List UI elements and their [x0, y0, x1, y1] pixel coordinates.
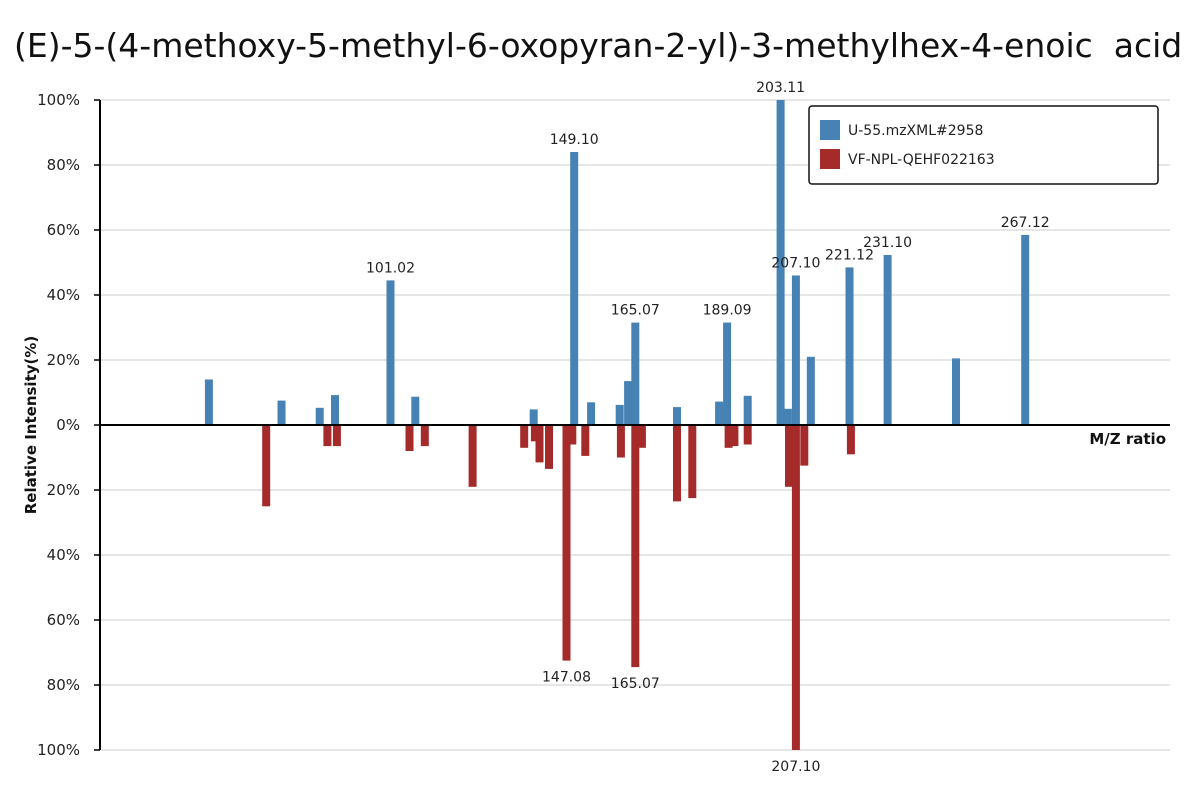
peak-bar-top	[411, 396, 420, 425]
peak-bar-top	[952, 358, 960, 425]
peak-bar-top	[624, 381, 633, 425]
peak-bar-bottom	[581, 425, 590, 456]
peak-bar-top	[331, 395, 339, 425]
peak-label: 189.09	[703, 303, 752, 319]
x-axis-label: M/Z ratio	[1089, 430, 1166, 448]
peak-bar-bottom	[743, 425, 752, 445]
peak-bar-bottom	[568, 425, 577, 445]
peak-bar-bottom	[637, 425, 646, 448]
peak-bar-bottom	[616, 425, 625, 458]
legend: U-55.mzXML#2958 VF-NPL-QEHF022163	[808, 105, 1159, 185]
peak-bar-bottom	[673, 425, 681, 502]
peak-label: 147.08	[542, 670, 591, 686]
peak-label: 231.10	[863, 235, 912, 251]
peak-bar-top	[315, 407, 324, 425]
peak-bar-bottom	[530, 425, 539, 442]
y-tick-labels: 100% 80% 60% 40% 20% 0% 20% 40% 60% 80% 100%	[37, 91, 100, 759]
y-tick-label: 60%	[47, 221, 80, 239]
legend-box	[808, 105, 1159, 185]
peak-bar-top	[631, 322, 640, 425]
peak-labels: 101.02 149.10 165.07 189.09 203.11 207.10 221.…	[366, 80, 1050, 775]
peak-label: 221.12	[825, 247, 874, 263]
peak-label: 267.12	[1001, 215, 1050, 231]
peak-bar-top	[791, 275, 800, 425]
peak-label: 101.02	[366, 260, 415, 276]
peak-bar-top	[715, 401, 724, 425]
peak-bar-bottom	[688, 425, 697, 499]
legend-label-bottom-series: VF-NPL-QEHF022163	[848, 152, 995, 168]
peak-bar-top	[529, 409, 538, 425]
peak-bar-bottom	[800, 425, 809, 466]
peak-label: 203.11	[756, 80, 805, 96]
peak-bar-top	[204, 379, 213, 425]
legend-swatch-bottom-series	[820, 149, 840, 169]
peak-bar-bottom	[420, 425, 429, 447]
peak-bar-bottom	[791, 425, 800, 750]
peak-bar-top	[1021, 234, 1030, 425]
peak-bar-top	[386, 280, 395, 425]
peak-bar-bottom	[323, 425, 332, 447]
peak-bar-top	[845, 267, 854, 425]
y-tick-label: 100%	[37, 91, 80, 109]
peak-bar-top	[743, 395, 752, 426]
peak-bar-bottom	[631, 425, 640, 668]
peak-bar-top	[723, 322, 732, 425]
y-tick-label: 20%	[47, 481, 80, 499]
y-tick-label: 40%	[47, 286, 80, 304]
peak-bar-bottom	[562, 425, 571, 661]
peak-label: 207.10	[771, 759, 820, 775]
peak-bar-bottom	[262, 425, 271, 507]
peak-bar-top	[615, 404, 624, 425]
peak-label: 149.10	[550, 132, 599, 148]
peak-bar-top	[587, 402, 596, 426]
peak-bar-bottom	[468, 425, 477, 487]
legend-label-top-series: U-55.mzXML#2958	[848, 123, 983, 139]
peak-bar-bottom	[405, 425, 414, 451]
chart-title: (E)-5-(4-methoxy-5-methyl-6-oxopyran-2-y…	[14, 26, 1183, 65]
peak-bars	[204, 100, 1030, 750]
peak-bar-top	[673, 407, 681, 425]
peak-bar-bottom	[730, 425, 739, 447]
peak-bar-bottom	[785, 425, 793, 487]
peak-bar-top	[776, 100, 785, 425]
y-tick-label: 0%	[56, 416, 80, 434]
peak-label: 165.07	[611, 303, 660, 319]
y-tick-label: 60%	[47, 611, 80, 629]
y-axis-label: Relative Intensity(%)	[22, 336, 40, 515]
peak-bar-top	[806, 356, 815, 426]
peak-bar-top	[783, 408, 792, 426]
y-tick-label: 100%	[37, 741, 80, 759]
peak-bar-bottom	[724, 425, 733, 448]
y-tick-label: 20%	[47, 351, 80, 369]
peak-bar-bottom	[545, 425, 553, 469]
peak-bar-top	[883, 255, 892, 425]
peak-label: 207.10	[771, 256, 820, 272]
y-tick-label: 40%	[47, 546, 80, 564]
y-tick-label: 80%	[47, 156, 80, 174]
peak-bar-top	[570, 152, 579, 425]
peak-bar-bottom	[332, 425, 341, 447]
y-tick-label: 80%	[47, 676, 80, 694]
peak-bar-bottom	[520, 425, 529, 448]
peak-label: 165.07	[611, 676, 660, 692]
peak-bar-top	[277, 400, 286, 425]
legend-swatch-top-series	[820, 120, 840, 140]
peak-bar-bottom	[846, 425, 855, 455]
peak-bar-bottom	[535, 425, 544, 463]
